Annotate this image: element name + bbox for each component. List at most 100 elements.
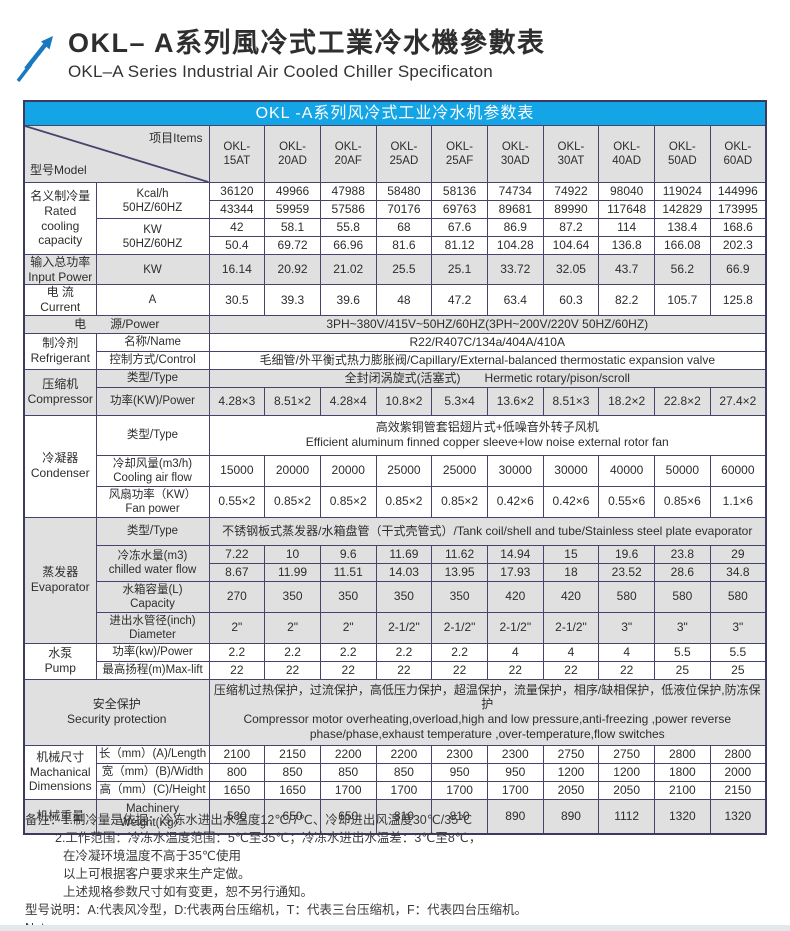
value-cell: 40000	[598, 454, 655, 487]
value-cell: 350	[375, 580, 433, 613]
row-item: KW 50HZ/60HZ	[95, 218, 210, 256]
value-cell: 350	[431, 580, 488, 613]
value-cell: 18.2×2	[598, 386, 655, 416]
value-cell: 39.6	[319, 284, 377, 316]
value-cell: 2150	[264, 744, 321, 764]
value-cell: 2100	[654, 780, 711, 800]
table-row: KW 50HZ/60HZ 42 58.1 55.8 68 67.6 86.9 87.2 114 1…	[24, 218, 767, 256]
model-header: OKL- 25AF	[431, 124, 488, 184]
row-item: 类型/Type	[95, 516, 210, 546]
table-row: 安全保护 Security protection 压缩机过热保护，过流保护，高低压…	[23, 678, 767, 746]
value-cell: 68	[375, 218, 433, 238]
value-cell: 43.7	[598, 254, 655, 286]
value-cell: 28.6	[654, 562, 711, 582]
row-item: 类型/Type	[95, 414, 210, 456]
row-item: KW	[95, 254, 210, 286]
value-cell: 30.5	[208, 284, 266, 316]
row-item: 水箱容量(L) Capacity	[95, 580, 210, 613]
table-row: 高（mm）(C)/Height 1650 1650 1700 1700 1700 1700 2…	[24, 780, 767, 800]
value-cell: 47.2	[431, 284, 488, 316]
row-label: 名义制冷量 Rated cooling capacity	[23, 182, 97, 256]
row-label: 压缩机 Compressor	[23, 368, 97, 416]
row-label: 制冷剂 Refrigerant	[23, 332, 97, 370]
value-cell: 4.28×3	[208, 386, 266, 416]
value-cell: 2750	[598, 744, 655, 764]
value-cell: 11.51	[319, 562, 377, 582]
merged-value-cell: R22/R407C/134a/404A/410A	[208, 332, 767, 352]
value-cell: 2.2	[431, 642, 488, 662]
value-cell: 580	[208, 798, 266, 835]
row-item: 功率(KW)/Power	[95, 386, 210, 416]
table-row: 宽（mm）(B)/Width 800 850 850 850 950 950 1200 1200…	[24, 762, 767, 782]
value-cell: 810	[375, 798, 433, 835]
value-cell: 17.93	[486, 562, 544, 582]
value-cell: 2.2	[319, 642, 377, 662]
row-label: 机械尺寸 Machanical Dimensions	[23, 744, 97, 800]
value-cell: 2.2	[208, 642, 266, 662]
value-cell: 11.99	[264, 562, 321, 582]
value-cell: 25	[709, 660, 767, 680]
note-line: 以上可根据客户要求来生产定做。	[63, 867, 251, 881]
note-line: 2.工作范围：冷冻水温度范围：5℃至35℃；冷冻水进出水温差：3℃至8℃，	[55, 831, 482, 845]
value-cell: 39.3	[264, 284, 321, 316]
value-cell: 13.6×2	[486, 386, 544, 416]
value-cell: 105.7	[654, 284, 711, 316]
corner-model-label: 型号Model	[30, 163, 87, 178]
value-cell: 2750	[542, 744, 600, 764]
value-cell: 22	[264, 660, 321, 680]
value-cell: 60000	[709, 454, 767, 487]
value-cell: 48	[375, 284, 433, 316]
value-cell: 1320	[654, 798, 711, 835]
value-cell: 2.2	[375, 642, 433, 662]
value-cell: 1800	[654, 762, 711, 782]
value-cell: 66.9	[709, 254, 767, 286]
row-label: 蒸发器 Evaporator	[23, 516, 97, 644]
value-cell: 4	[542, 642, 600, 662]
value-cell: 47988	[319, 182, 377, 202]
value-cell: 33.72	[486, 254, 544, 286]
row-item: 控制方式/Control	[95, 350, 210, 370]
value-cell: 270	[208, 580, 266, 613]
value-cell: 36120	[208, 182, 266, 202]
value-cell: 2"	[208, 611, 266, 644]
value-cell: 850	[375, 762, 433, 782]
value-cell: 202.3	[709, 236, 767, 256]
value-cell: 50000	[654, 454, 711, 487]
value-cell: 0.42×6	[542, 485, 600, 518]
value-cell: 4.28×4	[319, 386, 377, 416]
row-item: 名称/Name	[95, 332, 210, 352]
table-row: 进出水管径(inch) Diameter 2" 2" 2" 2-1/2" 2-1/2" 2-…	[24, 611, 767, 644]
value-cell: 2200	[375, 744, 433, 764]
value-cell: 1700	[375, 780, 433, 800]
model-header: OKL- 60AD	[709, 124, 767, 184]
table-row: 蒸发器 Evaporator 类型/Type 不锈钢板式蒸发器/水箱盘管（干式壳管式…	[23, 516, 767, 644]
value-cell: 580	[654, 580, 711, 613]
value-cell: 23.8	[654, 544, 711, 564]
value-cell: 74922	[542, 182, 600, 202]
value-cell: 59959	[264, 200, 321, 220]
note-line: 上述规格参数尺寸如有变更，恕不另行通知。	[63, 885, 314, 899]
table-row: 最高扬程(m)Max-lift 22 22 22 22 22 22 22 22 25 25	[24, 660, 767, 680]
model-header: OKL- 50AD	[654, 124, 711, 184]
value-cell: 350	[319, 580, 377, 613]
value-cell: 4	[598, 642, 655, 662]
diagonal-line	[25, 126, 208, 182]
value-cell: 13.95	[431, 562, 488, 582]
value-cell: 1200	[542, 762, 600, 782]
merged-value-cell: 高效紫铜管套铝翅片式+低噪音外转子风机 Efficient aluminum f…	[208, 414, 767, 456]
table-row: 压缩机 Compressor 类型/Type 全封闭涡旋式(活塞式) Hermeti…	[23, 368, 767, 416]
value-cell: 20.92	[264, 254, 321, 286]
value-cell: 650	[264, 798, 321, 835]
value-cell: 950	[486, 762, 544, 782]
value-cell: 2050	[598, 780, 655, 800]
value-cell: 138.4	[654, 218, 711, 238]
value-cell: 43344	[208, 200, 266, 220]
value-cell: 81.12	[431, 236, 488, 256]
row-item: 宽（mm）(B)/Width	[95, 762, 210, 782]
bottom-strip	[0, 925, 790, 931]
value-cell: 20000	[319, 454, 377, 487]
table-row: 制冷剂 Refrigerant 名称/Name R22/R407C/134a/404…	[23, 332, 767, 370]
table-banner-row: OKL -A系列风冷式工业冷水机参数表	[23, 100, 767, 126]
value-cell: 63.4	[486, 284, 544, 316]
